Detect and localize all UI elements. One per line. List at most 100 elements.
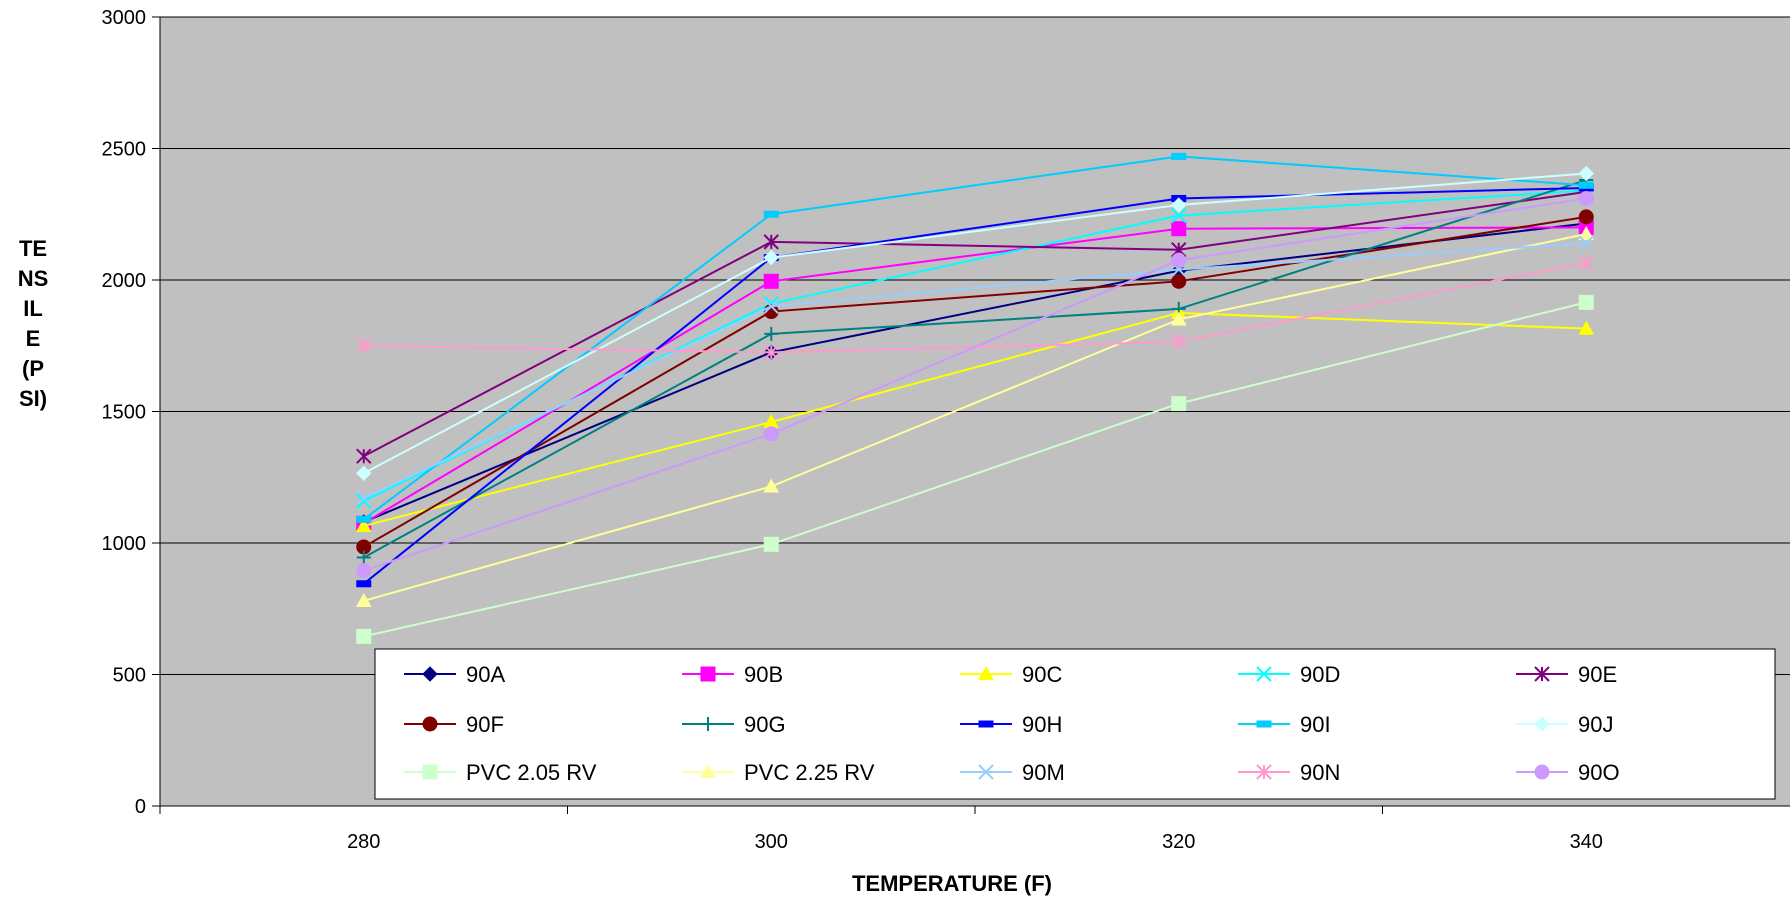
- y-tick-label: 0: [135, 796, 146, 818]
- series-line: [363, 311, 1587, 527]
- legend-label: 90I: [1300, 712, 1331, 737]
- series-90j: [356, 165, 1594, 482]
- series-line: [363, 186, 1587, 585]
- y-axis-title-line: NS: [18, 266, 49, 291]
- y-axis-ticks: 0 500 1000 1500 2000 2500 3000: [102, 7, 147, 818]
- legend-label: 90H: [1022, 712, 1062, 737]
- data-point: [701, 717, 715, 731]
- data-point: [700, 763, 716, 779]
- legend-item: 90C: [960, 662, 1062, 687]
- y-axis-title-line: E: [26, 326, 41, 351]
- data-point: [978, 720, 994, 728]
- y-axis-title-line: IL: [23, 296, 43, 321]
- data-point: [1534, 716, 1550, 732]
- legend-item: 90O: [1516, 760, 1620, 785]
- data-point: [763, 344, 779, 361]
- series-90o: [356, 190, 1594, 579]
- data-point: [700, 666, 716, 682]
- series-line: [363, 301, 1587, 638]
- legend-label: PVC 2.25 RV: [744, 760, 875, 785]
- data-point: [355, 592, 372, 607]
- data-point: [356, 448, 372, 464]
- x-axis-ticks: 280 300 320 340: [347, 831, 1603, 853]
- data-point: [1171, 252, 1187, 268]
- x-tick-label: 300: [755, 831, 788, 853]
- legend-label: 90B: [744, 662, 783, 687]
- series-line: [363, 215, 1587, 548]
- data-point: [1171, 273, 1187, 289]
- y-axis-title: TE NS IL E (P SI): [18, 236, 49, 411]
- data-point: [422, 764, 438, 780]
- legend-item: 90I: [1238, 712, 1331, 737]
- legend-label: 90O: [1578, 760, 1620, 785]
- legend-label: 90G: [744, 712, 786, 737]
- legend-item: 90M: [960, 760, 1065, 785]
- y-tick-label: 2000: [102, 270, 147, 292]
- y-tick-label: 500: [113, 665, 146, 687]
- data-point: [763, 298, 779, 315]
- series-line: [363, 222, 1587, 523]
- legend-item: 90F: [404, 712, 504, 737]
- data-point: [1578, 235, 1594, 251]
- legend-item: 90G: [682, 712, 786, 737]
- data-point: [763, 426, 779, 442]
- data-point: [1171, 197, 1187, 213]
- series-line: [363, 197, 1587, 572]
- data-point: [763, 234, 779, 250]
- legend-label: 90M: [1022, 760, 1065, 785]
- data-point: [1578, 181, 1594, 189]
- data-point: [978, 665, 994, 681]
- legend-item: 90E: [1516, 662, 1617, 687]
- data-point: [1578, 165, 1594, 182]
- series-group: [355, 152, 1595, 644]
- data-point: [1578, 209, 1594, 225]
- data-point: [1171, 396, 1187, 412]
- legend-label: 90N: [1300, 760, 1340, 785]
- data-point: [1256, 764, 1272, 780]
- legend-label: 90C: [1022, 662, 1062, 687]
- data-point: [1578, 225, 1595, 241]
- series-line: [363, 232, 1587, 602]
- data-point: [1578, 320, 1595, 335]
- x-tick-label: 340: [1570, 831, 1603, 853]
- legend-label: 90F: [466, 712, 504, 737]
- data-point: [764, 326, 779, 341]
- data-point: [1578, 190, 1594, 206]
- series-90f: [356, 209, 1594, 555]
- series-90c: [355, 304, 1595, 533]
- series-pvc-2-05-rv: [356, 294, 1594, 644]
- x-tick-label: 320: [1162, 831, 1195, 853]
- series-line: [363, 242, 1587, 500]
- data-point: [1578, 255, 1594, 271]
- data-point: [1171, 152, 1187, 160]
- data-point: [422, 716, 438, 732]
- data-point: [1171, 207, 1187, 224]
- y-axis-title-line: SI): [19, 386, 47, 411]
- data-point: [1256, 720, 1272, 728]
- legend: 90A 90B 90C 90D 90E 90F 90G 90H 90I 90J PVC 2.05 R…: [374, 648, 1776, 800]
- y-axis-title-line: TE: [19, 236, 47, 261]
- data-point: [1170, 311, 1187, 326]
- legend-item: 90D: [1238, 662, 1340, 687]
- y-tick-label: 1000: [102, 533, 147, 555]
- series-90i: [356, 152, 1594, 523]
- series-line: [363, 172, 1587, 475]
- data-point: [356, 563, 372, 579]
- data-point: [978, 764, 994, 780]
- legend-label: PVC 2.05 RV: [466, 760, 597, 785]
- y-tick-label: 2500: [102, 139, 147, 161]
- data-point: [1256, 666, 1272, 682]
- data-point: [355, 517, 372, 533]
- y-tick-label: 3000: [102, 7, 147, 29]
- legend-item: PVC 2.25 RV: [682, 760, 875, 785]
- series-line: [363, 179, 1587, 559]
- data-point: [763, 273, 779, 289]
- legend-item: 90A: [404, 662, 505, 687]
- data-point: [1534, 764, 1550, 780]
- data-point: [422, 666, 438, 682]
- data-point: [1171, 334, 1187, 350]
- data-point: [356, 338, 372, 354]
- legend-item: 90H: [960, 712, 1062, 737]
